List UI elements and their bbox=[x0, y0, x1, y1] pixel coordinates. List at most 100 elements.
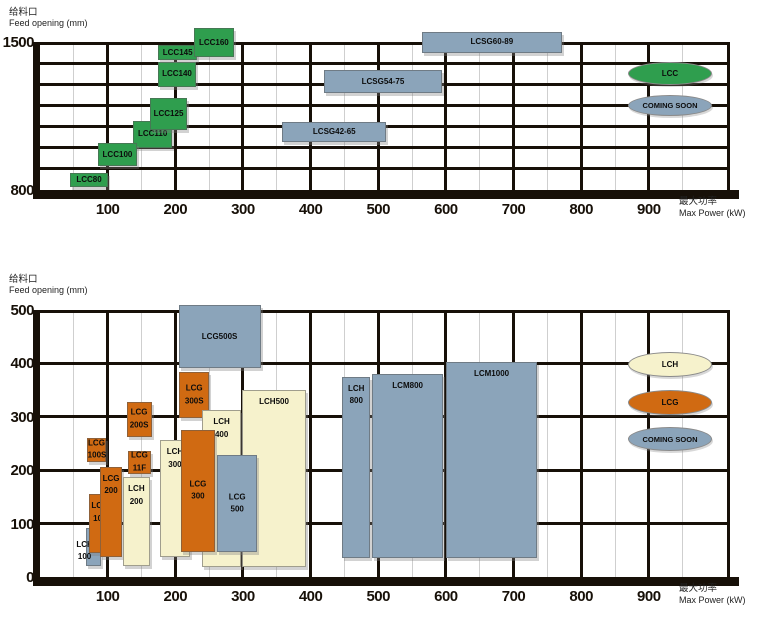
gridline-horizontal bbox=[40, 61, 730, 65]
x-tick-label: 300 bbox=[231, 201, 255, 218]
box-label: LCSG42-65 bbox=[312, 126, 356, 136]
gridline-vertical bbox=[376, 42, 380, 190]
plot-area: LCC80 LCC110 LCC100 LCC125 LCC140 LCC145 LCC16… bbox=[40, 28, 730, 190]
box-label: LCC110 bbox=[137, 129, 168, 139]
y-axis-title-zh: 给料口 bbox=[9, 7, 38, 18]
legend-item-lcg: LCG bbox=[628, 390, 712, 415]
gridline-thin-vertical bbox=[73, 42, 75, 190]
gridline-thin-vertical bbox=[546, 310, 548, 577]
y-axis-title-zh: 给料口 bbox=[9, 274, 38, 285]
box-label: LCH 800 bbox=[348, 383, 365, 406]
gridline-vertical bbox=[444, 42, 448, 190]
box-lcm1000: LCM1000 bbox=[445, 361, 538, 558]
gridline-thin-vertical bbox=[140, 42, 142, 190]
box-label: LCH 400 bbox=[213, 417, 230, 439]
y-tick-label: 100 bbox=[10, 515, 34, 533]
x-tick-label: 500 bbox=[366, 201, 390, 218]
plot-border-top bbox=[40, 42, 730, 45]
x-tick-label: 800 bbox=[569, 588, 593, 605]
box-lcc140: LCC140 bbox=[158, 61, 196, 87]
box-lcg-200s: LCG 200S bbox=[126, 401, 152, 437]
box-label: LCM800 bbox=[392, 381, 423, 391]
box-label: LCG 11F bbox=[130, 451, 148, 473]
legend-item-coming-soon: COMING SOON bbox=[628, 427, 712, 451]
y-axis-spine bbox=[33, 310, 40, 586]
gridline-vertical bbox=[309, 310, 313, 577]
x-axis-title: 最大功率 Max Power (kW) bbox=[679, 196, 746, 218]
y-tick-label: 200 bbox=[10, 462, 34, 480]
x-tick-label: 400 bbox=[298, 588, 323, 605]
gridline-vertical bbox=[106, 310, 110, 577]
box-lcm800: LCM800 bbox=[372, 374, 444, 558]
box-label: LCH 300 bbox=[166, 447, 184, 469]
x-axis-title: 最大功率 Max Power (kW) bbox=[679, 583, 746, 605]
x-tick-label: 100 bbox=[95, 588, 120, 605]
box-lcg-11f: LCG 11F bbox=[127, 450, 151, 474]
box-lcg-300: LCG 300 bbox=[180, 430, 216, 552]
box-lcc80: LCC80 bbox=[69, 173, 109, 188]
x-tick-label: 900 bbox=[637, 588, 661, 605]
gridline-thin-vertical bbox=[140, 310, 142, 577]
y-tick-label: 800 bbox=[10, 182, 34, 199]
box-label: LCG 100 bbox=[90, 500, 110, 525]
box-label: LCG 100S bbox=[87, 438, 107, 460]
box-lcg-500: LCG 500 bbox=[217, 455, 258, 552]
box-lch-800: LCH 800 bbox=[342, 376, 371, 558]
gridline-thin-vertical bbox=[614, 310, 616, 577]
box-lcg-200: LCG 200 bbox=[100, 466, 122, 557]
gridline-thin-vertical bbox=[73, 310, 75, 577]
gridline-vertical bbox=[579, 42, 583, 190]
chart-bottom-lcg-lch-lcm: 给料口 Feed opening (mm) 500 400 300 200 100 0 L… bbox=[0, 268, 767, 618]
gridline-thin-vertical bbox=[411, 42, 413, 190]
gridline-thin-vertical bbox=[343, 42, 345, 190]
y-tick-label: 400 bbox=[10, 355, 34, 373]
box-label: LCG 500 bbox=[228, 492, 246, 514]
x-tick-label: 200 bbox=[163, 201, 188, 218]
plot-border-top bbox=[40, 310, 730, 313]
box-label: LCG 200S bbox=[129, 407, 149, 430]
gridline-horizontal bbox=[40, 146, 730, 150]
gridline-thin-vertical bbox=[682, 42, 684, 190]
box-lcc160: LCC160 bbox=[193, 28, 235, 57]
gridline-horizontal bbox=[40, 361, 730, 365]
x-axis-title-zh: 最大功率 bbox=[679, 196, 718, 207]
box-label: LCC100 bbox=[102, 149, 133, 159]
plot-border-right bbox=[727, 310, 730, 577]
x-tick-label: 900 bbox=[637, 201, 661, 218]
x-tick-label: 600 bbox=[434, 588, 458, 605]
gridline-thin-vertical bbox=[614, 42, 616, 190]
x-tick-label: 300 bbox=[231, 588, 255, 605]
box-label: LCC125 bbox=[153, 108, 184, 118]
legend-item-lcc: LCC bbox=[628, 62, 712, 85]
box-label: LCM1000 bbox=[473, 368, 510, 378]
y-tick-label: 0 bbox=[26, 569, 34, 586]
x-axis-bar bbox=[33, 577, 739, 586]
box-label: LCC145 bbox=[162, 47, 193, 57]
x-axis-title-en: Max Power (kW) bbox=[679, 207, 746, 218]
legend-item-coming-soon: COMING SOON bbox=[628, 95, 712, 116]
box-lcg500s: LCG500S bbox=[178, 305, 261, 369]
x-tick-label: 700 bbox=[501, 201, 526, 218]
x-tick-label: 700 bbox=[501, 588, 526, 605]
x-tick-label: 200 bbox=[163, 588, 188, 605]
box-lcc100: LCC100 bbox=[98, 143, 137, 167]
x-tick-label: 100 bbox=[95, 201, 120, 218]
gridline-vertical bbox=[579, 310, 583, 577]
gridline-thin-vertical bbox=[479, 42, 481, 190]
x-axis-title-en: Max Power (kW) bbox=[679, 594, 746, 605]
box-label: LCSG60-89 bbox=[470, 37, 514, 47]
gridline-vertical bbox=[309, 42, 313, 190]
y-axis-spine bbox=[33, 42, 40, 199]
box-label: LCH 100 bbox=[76, 539, 93, 561]
plot-border-right bbox=[727, 42, 730, 190]
y-axis-title: 给料口 Feed opening (mm) bbox=[9, 7, 88, 29]
gridline-thin-vertical bbox=[546, 42, 548, 190]
y-tick-label: 500 bbox=[10, 302, 34, 319]
legend-item-lch: LCH bbox=[628, 352, 712, 377]
gridline-thin-vertical bbox=[208, 42, 210, 190]
box-label: LCC140 bbox=[162, 68, 192, 78]
gridline-vertical bbox=[647, 42, 651, 190]
box-lch-200: LCH 200 bbox=[122, 477, 151, 566]
y-axis-title-en: Feed opening (mm) bbox=[9, 18, 88, 28]
